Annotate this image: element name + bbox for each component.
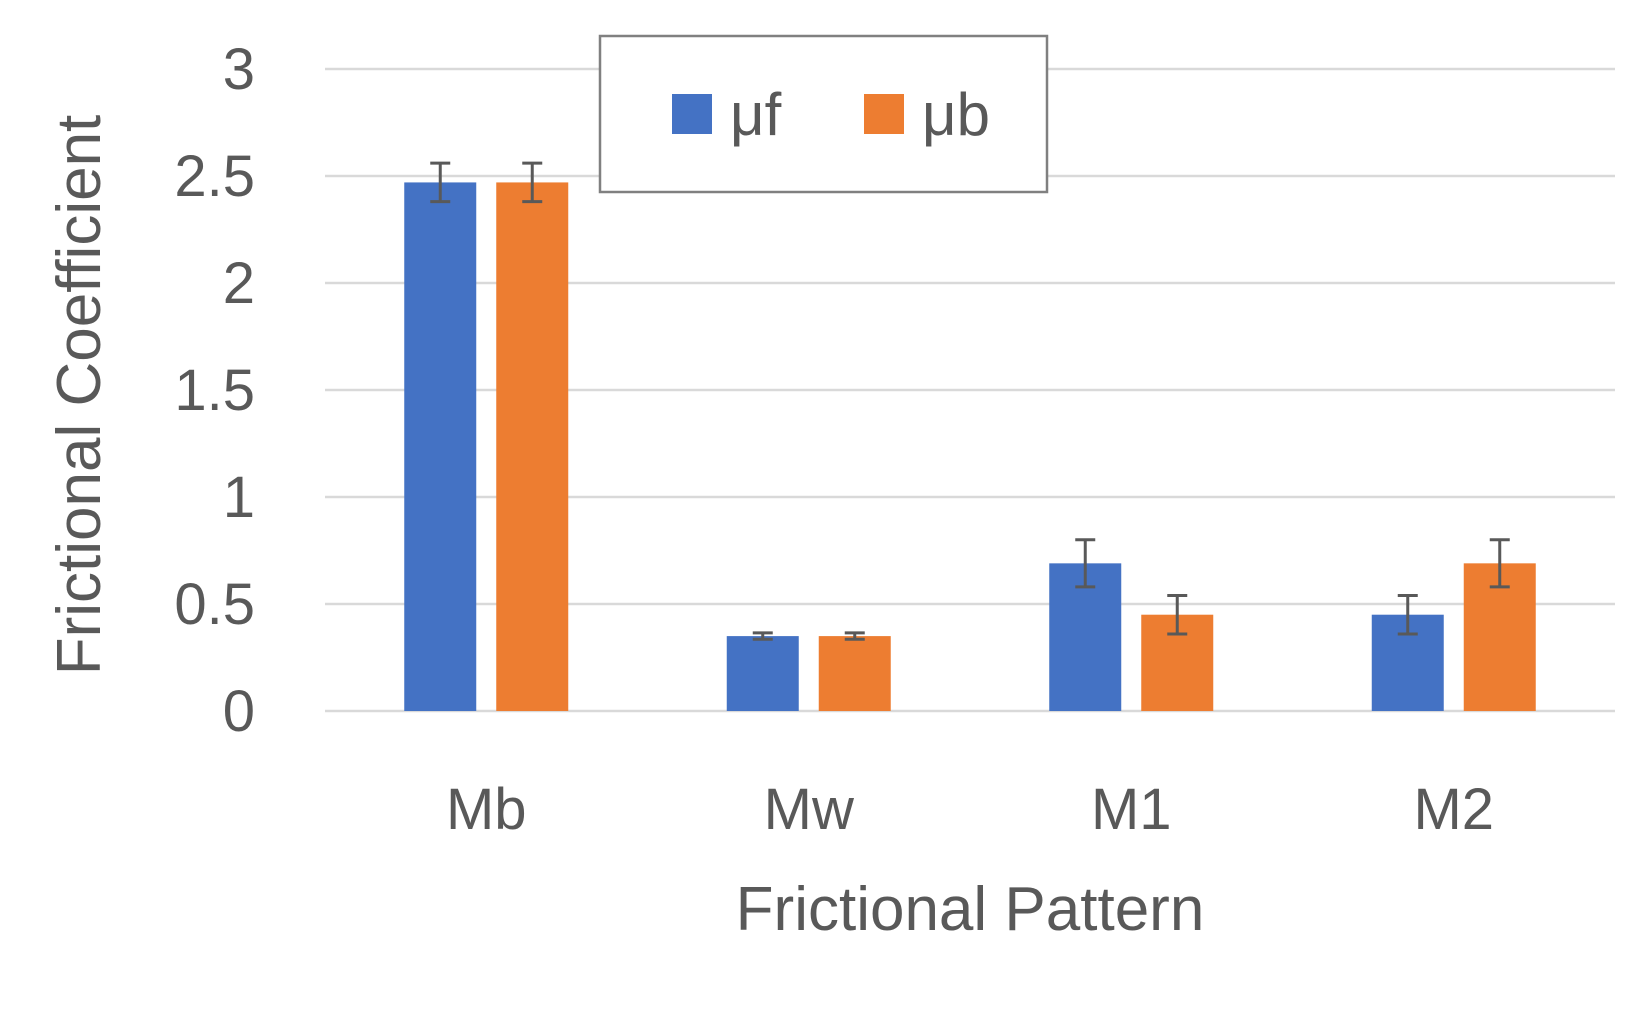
x-tick-label: M1 [1091, 777, 1172, 842]
y-tick-label: 2 [223, 251, 255, 316]
y-tick-label: 1 [223, 465, 255, 530]
error-bar-mb-series-2 [522, 161, 543, 204]
bars [404, 182, 1536, 712]
error-bar-mw-series-2 [844, 631, 865, 641]
legend: μf μb [598, 34, 1049, 194]
legend-label-mu-b: μb [922, 81, 990, 148]
y-tick-label: 1.5 [174, 358, 255, 423]
y-axis-label: Frictional Coefficient [45, 115, 114, 676]
error-bar-m1-series-2 [1167, 593, 1188, 636]
x-tick-label: Mb [446, 777, 527, 842]
y-tick-label: 2.5 [174, 144, 255, 209]
y-tick-label: 0.5 [174, 572, 255, 637]
error-bar-m2-series-1 [1397, 593, 1418, 636]
y-axis-tick-labels: 0 0.5 1 1.5 2 2.5 3 [174, 37, 255, 744]
x-axis-label: Frictional Pattern [736, 875, 1205, 944]
error-bar-mw-series-1 [752, 631, 773, 641]
legend-label-mu-f: μf [730, 81, 782, 148]
bar-mw-series-1 [726, 636, 799, 711]
error-bar-m2-series-2 [1489, 538, 1510, 589]
legend-swatch-mu-b [864, 94, 904, 134]
bar-mb-series-2 [496, 182, 569, 712]
x-tick-label: M2 [1413, 777, 1494, 842]
y-tick-label: 3 [223, 37, 255, 102]
error-bar-m1-series-1 [1075, 538, 1096, 589]
error-bars [430, 161, 1510, 641]
x-axis-tick-labels: Mb Mw M1 M2 [446, 777, 1494, 842]
y-tick-label: 0 [223, 679, 255, 744]
legend-swatch-mu-f [672, 94, 712, 134]
x-tick-label: Mw [764, 777, 855, 842]
bar-mw-series-2 [818, 636, 891, 711]
bar-mb-series-1 [404, 182, 477, 712]
error-bar-mb-series-1 [430, 161, 451, 204]
